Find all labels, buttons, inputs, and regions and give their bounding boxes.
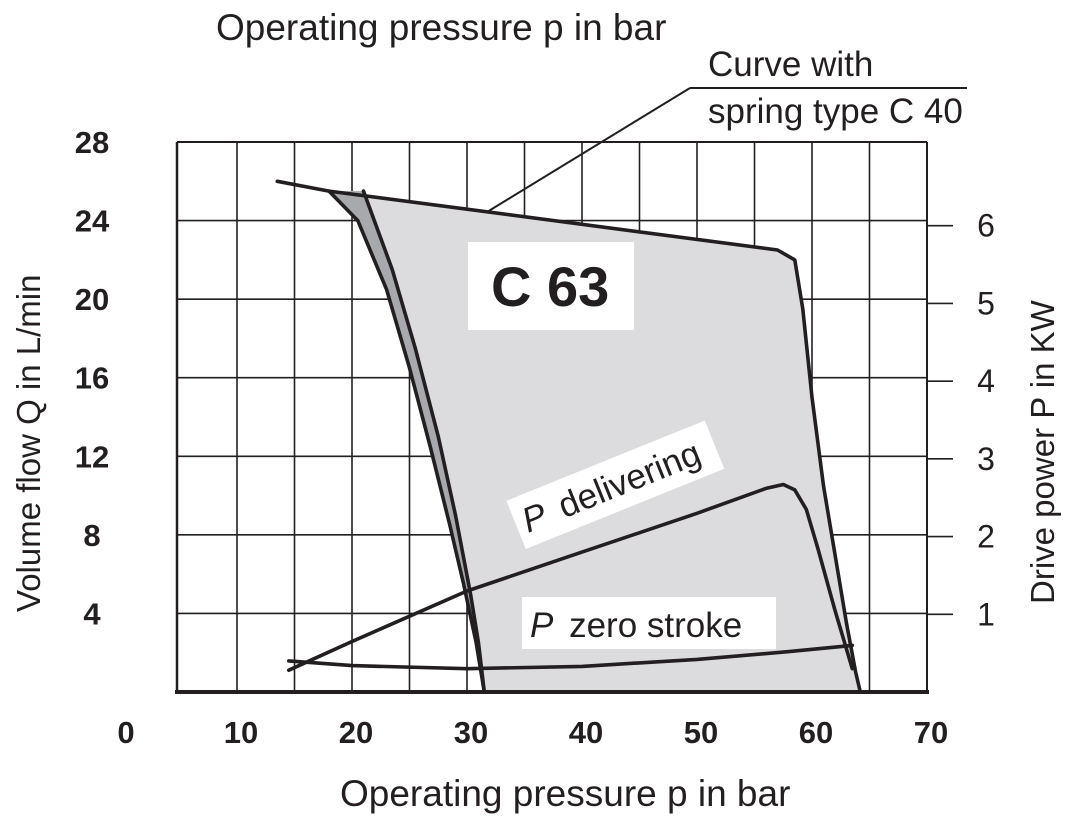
p-delivering-curve xyxy=(287,482,855,672)
c63-shaded-region xyxy=(329,191,861,692)
x-tick-label: 70 xyxy=(914,715,948,750)
y-tick-label: 24 xyxy=(75,204,110,239)
y2-axis-title: Drive power P in KW xyxy=(1024,299,1061,604)
y2-tick-label: 5 xyxy=(977,285,995,321)
y-tick-label: 16 xyxy=(75,361,109,396)
x-axis-title: Operating pressure p in bar xyxy=(340,773,790,814)
annotation-line-1: Curve with xyxy=(708,45,873,84)
y-tick-label: 20 xyxy=(75,282,109,317)
x-tick-label: 40 xyxy=(569,715,603,750)
x-tick-label: 10 xyxy=(224,715,258,750)
data-curves xyxy=(275,179,863,694)
y2-tick-label: 3 xyxy=(977,441,995,477)
y2-tick-label: 6 xyxy=(977,208,995,244)
x-tick-label: 30 xyxy=(454,715,488,750)
region-label: C 63 xyxy=(491,255,609,318)
x-tick-label: 60 xyxy=(799,715,833,750)
y-axis-title: Volume flow Q in L/min xyxy=(10,275,47,612)
shaded-regions xyxy=(329,191,861,692)
c63-curve xyxy=(275,179,863,694)
y-tick-label: 12 xyxy=(75,439,109,474)
x-tick-label: 50 xyxy=(684,715,718,750)
region-label-box xyxy=(468,242,634,330)
p-zero-text: zero stroke xyxy=(569,606,742,645)
plot-frame xyxy=(175,141,929,694)
top-axis-title-text: Operating pressure p in bar xyxy=(216,7,666,48)
y2-tick-label: 4 xyxy=(977,363,995,399)
p-delivering-label-box xyxy=(506,420,725,549)
y-tick-label: 28 xyxy=(75,125,109,160)
x-tick-label: 20 xyxy=(339,715,373,750)
x-tick-label: 0 xyxy=(117,715,134,750)
top-axis-title: Operating pressure p in bar xyxy=(216,7,666,48)
y2-tick-label: 2 xyxy=(977,519,995,555)
y2-tick-label: 1 xyxy=(977,596,995,632)
p-zero-italic: P xyxy=(530,606,554,645)
y-tick-label: 8 xyxy=(83,518,100,553)
annotation-line-2: spring type C 40 xyxy=(708,92,963,131)
c40-curve xyxy=(327,189,487,694)
p-zero-stroke-label-box xyxy=(522,597,776,649)
c63-inner-curve xyxy=(361,189,487,694)
p-zero-stroke-label: P zero stroke xyxy=(530,606,742,645)
p-zero-stroke-curve xyxy=(287,643,855,671)
y-tick-label: 4 xyxy=(83,596,101,631)
